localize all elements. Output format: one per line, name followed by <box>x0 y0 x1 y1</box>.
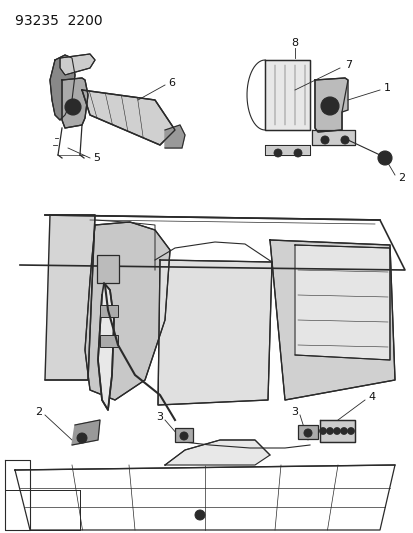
Circle shape <box>69 103 77 111</box>
Text: 3: 3 <box>156 412 163 422</box>
Text: 4: 4 <box>367 392 374 402</box>
Text: 8: 8 <box>291 38 298 48</box>
Polygon shape <box>82 90 175 145</box>
Polygon shape <box>158 260 271 405</box>
Polygon shape <box>379 460 404 530</box>
Polygon shape <box>5 526 404 530</box>
Polygon shape <box>269 240 394 400</box>
Bar <box>319 420 354 442</box>
Circle shape <box>77 433 87 443</box>
Polygon shape <box>314 78 347 132</box>
Polygon shape <box>98 283 114 410</box>
Text: 7: 7 <box>344 60 351 70</box>
Text: 1: 1 <box>159 241 166 251</box>
Text: 6: 6 <box>168 78 175 88</box>
Circle shape <box>195 510 204 520</box>
Bar <box>100 305 118 317</box>
Circle shape <box>180 432 188 440</box>
Bar <box>297 425 317 439</box>
Polygon shape <box>294 245 389 360</box>
Polygon shape <box>311 130 354 145</box>
Circle shape <box>347 427 354 434</box>
Circle shape <box>340 136 348 144</box>
Polygon shape <box>62 78 88 128</box>
Circle shape <box>320 136 328 144</box>
Polygon shape <box>50 55 75 120</box>
Text: 5: 5 <box>93 153 100 163</box>
Polygon shape <box>60 54 95 75</box>
Circle shape <box>319 427 326 434</box>
Bar <box>100 335 118 347</box>
Text: 2: 2 <box>397 173 404 183</box>
Polygon shape <box>5 460 30 530</box>
Text: 3: 3 <box>290 407 297 417</box>
Polygon shape <box>15 465 394 530</box>
Polygon shape <box>264 145 309 155</box>
Text: 2: 2 <box>35 407 42 417</box>
Polygon shape <box>45 215 95 380</box>
Circle shape <box>303 429 311 437</box>
Circle shape <box>273 149 281 157</box>
Polygon shape <box>85 222 170 400</box>
Text: 1: 1 <box>383 83 390 93</box>
Text: 93235  2200: 93235 2200 <box>15 14 102 28</box>
Polygon shape <box>5 490 80 530</box>
Circle shape <box>320 97 338 115</box>
Circle shape <box>333 427 339 434</box>
Polygon shape <box>264 60 309 130</box>
Circle shape <box>339 427 347 434</box>
Circle shape <box>65 99 81 115</box>
Circle shape <box>377 151 391 165</box>
Circle shape <box>326 427 333 434</box>
Polygon shape <box>165 125 185 148</box>
Bar <box>175 428 192 442</box>
Bar <box>97 255 119 283</box>
Polygon shape <box>165 440 269 465</box>
Circle shape <box>325 102 333 110</box>
Circle shape <box>293 149 301 157</box>
Polygon shape <box>72 420 100 445</box>
Text: 8: 8 <box>55 335 62 345</box>
Bar <box>0 200 413 533</box>
